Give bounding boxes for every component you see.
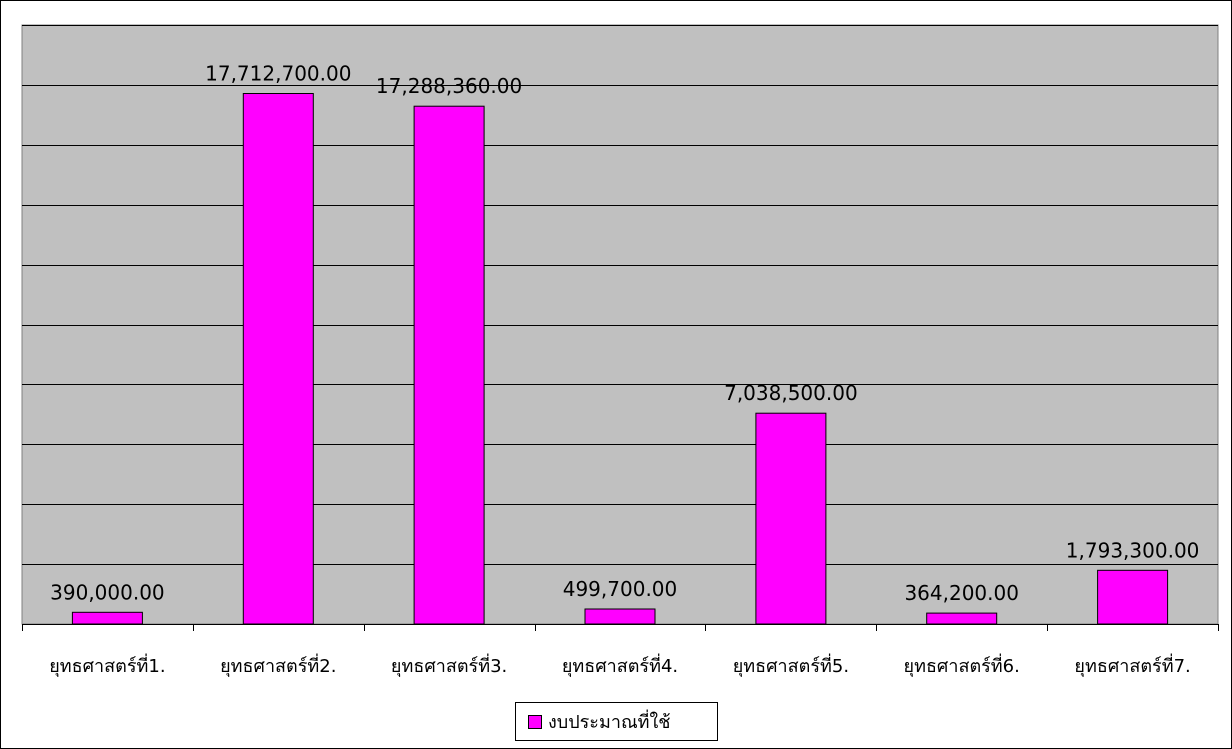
x-tick-label: ยุทธศาสตร์ที่2. [220,653,336,677]
bar [413,105,485,625]
data-label: 499,700.00 [563,577,678,601]
x-tick-label: ยุทธศาสตร์ที่1. [49,653,165,677]
x-tick-label: ยุทธศาสตร์ที่6. [904,653,1020,677]
legend: งบประมาณที่ใช้ [515,702,718,741]
bar [1097,569,1169,625]
data-label: 1,793,300.00 [1066,538,1200,562]
legend-swatch [528,715,542,729]
bar [584,608,656,625]
x-tick-label: ยุทธศาสตร์ที่7. [1074,653,1190,677]
data-label: 390,000.00 [50,580,165,604]
grid-lines [22,25,1218,565]
data-label: 17,288,360.00 [376,74,522,98]
data-label: 7,038,500.00 [724,381,858,405]
x-tick-label: ยุทธศาสตร์ที่4. [562,653,678,677]
bar [926,612,998,625]
bar [71,611,143,625]
x-tick-label: ยุทธศาสตร์ที่3. [391,653,507,677]
bars-group [71,93,1169,625]
data-label: 17,712,700.00 [205,62,351,86]
bar [755,412,827,625]
data-label: 364,200.00 [904,581,1019,605]
bar [242,93,314,625]
data-labels-group: 390,000.00 17,712,700.00 17,288,360.00 499,… [50,62,1199,606]
legend-box [515,702,718,741]
legend-label: งบประมาณที่ใช้ [548,709,671,733]
x-tick-label: ยุทธศาสตร์ที่5. [733,653,849,677]
x-axis: ยุทธศาสตร์ที่1. ยุทธศาสตร์ที่2. ยุทธศาสตร์… [22,624,1219,677]
plot-area [21,24,1219,625]
